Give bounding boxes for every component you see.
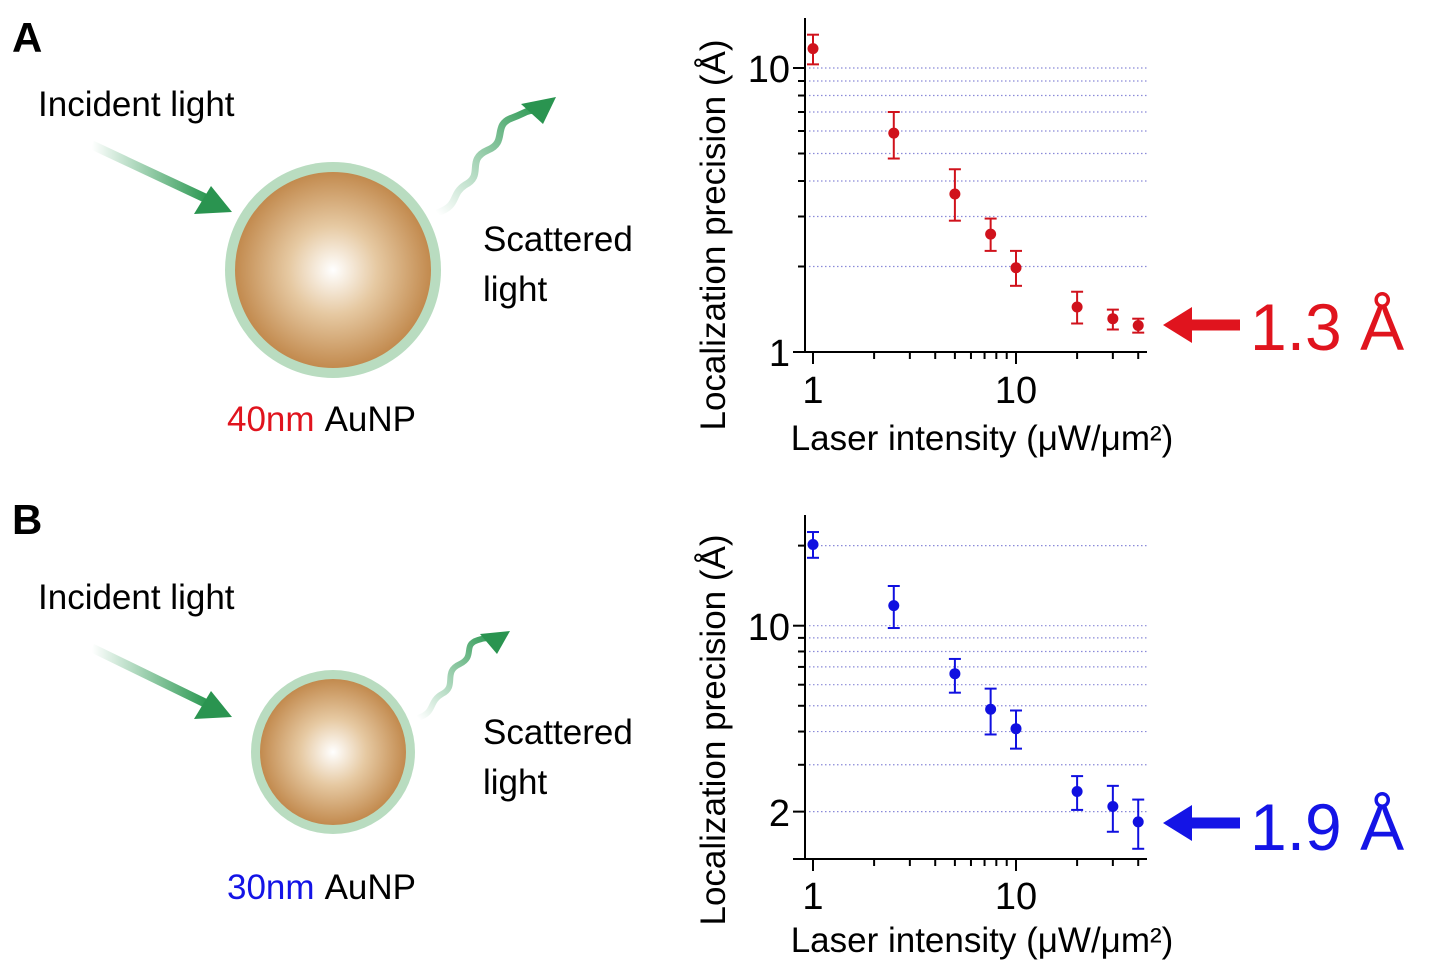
scattered-wave-icon: [416, 631, 510, 721]
x-tick-label: 1: [802, 876, 823, 918]
y-axis-label: Localization precision (Å): [694, 39, 733, 430]
particle-caption: 40nm AuNP: [227, 400, 416, 439]
gold-nanoparticle: [260, 679, 406, 825]
data-point-group: [1106, 308, 1119, 331]
data-point: [807, 43, 819, 55]
data-point-group: [1132, 798, 1145, 850]
data-point: [1071, 301, 1083, 313]
scattered-label-1: Scattered: [483, 713, 633, 752]
gold-nanoparticle: [235, 172, 431, 368]
data-point: [1132, 816, 1144, 828]
data-point-group: [1132, 317, 1145, 334]
incident-arrow-icon: [90, 643, 232, 719]
data-point-group: [887, 585, 900, 630]
incident-arrow-icon: [90, 140, 232, 214]
x-axis-label: Laser intensity (μW/μm²): [791, 419, 1174, 458]
data-point: [1010, 723, 1022, 735]
scattered-wave-icon: [435, 97, 556, 217]
data-point-group: [1071, 290, 1084, 325]
particle-caption: 30nm AuNP: [227, 868, 416, 907]
panel-a-illustration: A Incident light Scattered light 40nm AuN…: [12, 14, 633, 439]
y-tick-label: 10: [748, 607, 790, 649]
particle-name: AuNP: [325, 868, 416, 907]
annotation-arrow-icon: [1163, 805, 1240, 841]
particle-size: 30nm: [227, 868, 315, 907]
data-point: [949, 188, 961, 200]
data-point-group: [984, 687, 997, 736]
data-point: [1010, 262, 1022, 274]
y-tick-label: 1: [769, 333, 790, 375]
panel-b-illustration: B Incident light Scattered light 30nm AuN…: [12, 496, 633, 907]
scattered-label-1: Scattered: [483, 220, 633, 259]
data-point-group: [1106, 784, 1119, 833]
data-point-group: [1071, 775, 1084, 811]
x-tick-label: 10: [995, 370, 1037, 412]
particle-size: 40nm: [227, 400, 315, 439]
data-point: [807, 538, 819, 550]
data-point: [1132, 319, 1144, 331]
chart-a: Localization precision (Å) Laser intensi…: [694, 18, 1404, 458]
precision-annotation: 1.3 Å: [1250, 290, 1404, 364]
panel-b-letter: B: [12, 496, 42, 543]
incident-light-label: Incident light: [38, 578, 235, 617]
data-point-group: [807, 531, 819, 559]
data-point: [888, 600, 900, 612]
y-axis-label: Localization precision (Å): [694, 534, 733, 925]
x-tick-label: 1: [802, 370, 823, 412]
data-point-group: [1010, 709, 1022, 750]
data-point-group: [1010, 249, 1022, 287]
data-point: [1107, 313, 1119, 325]
data-point: [985, 228, 997, 240]
data-point: [985, 703, 997, 715]
data-point-group: [887, 110, 900, 160]
precision-annotation: 1.9 Å: [1250, 790, 1404, 864]
scattered-label-2: light: [483, 270, 547, 309]
data-point-group: [984, 217, 997, 252]
data-point-group: [948, 657, 961, 694]
particle-name: AuNP: [325, 400, 416, 439]
y-tick-label: 10: [748, 49, 790, 91]
chart-b: Localization precision (Å) Laser intensi…: [694, 515, 1404, 960]
data-point: [1107, 801, 1119, 813]
data-point: [1071, 786, 1083, 798]
panel-a-letter: A: [12, 14, 42, 61]
x-axis-label: Laser intensity (μW/μm²): [791, 921, 1174, 960]
scattered-label-2: light: [483, 763, 547, 802]
x-tick-label: 10: [995, 876, 1037, 918]
data-point-group: [948, 168, 961, 222]
data-point-group: [807, 33, 819, 66]
data-point: [949, 668, 961, 680]
annotation-arrow-icon: [1163, 307, 1240, 343]
incident-light-label: Incident light: [38, 85, 235, 124]
y-tick-label: 2: [769, 793, 790, 835]
data-point: [888, 127, 900, 139]
